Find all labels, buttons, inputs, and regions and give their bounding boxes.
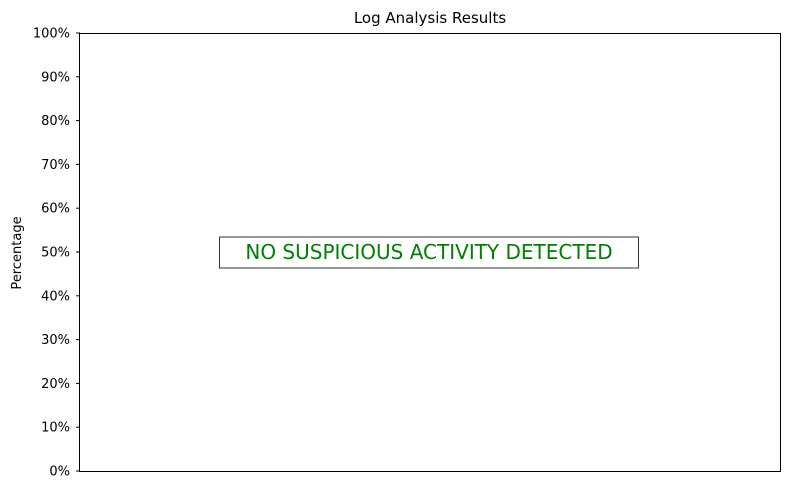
y-tick-label: 20% (41, 377, 70, 392)
y-tick-label: 70% (41, 158, 70, 173)
annotation-text: NO SUSPICIOUS ACTIVITY DETECTED (245, 240, 612, 264)
y-tick-label: 80% (41, 114, 70, 129)
chart-title: Log Analysis Results (354, 9, 506, 27)
y-axis-label-group: Percentage (10, 216, 25, 289)
plot-area-frame (79, 33, 781, 472)
y-tick-label: 10% (41, 421, 70, 436)
annotation-box-group: NO SUSPICIOUS ACTIVITY DETECTED (219, 236, 639, 269)
y-tick-label: 40% (41, 289, 70, 304)
y-axis-ticks: 0% 10% 20% 30% 40% 50% 60% 70% 80% 90% 100% (33, 27, 80, 480)
y-tick-label: 100% (33, 27, 70, 42)
y-tick-label: 60% (41, 202, 70, 217)
y-tick-label: 30% (41, 333, 70, 348)
y-tick-label: 90% (41, 70, 70, 85)
y-tick-label: 50% (41, 246, 70, 261)
annotation-box (219, 236, 639, 269)
y-axis-label: Percentage (10, 216, 25, 289)
y-tick-label: 0% (49, 465, 70, 480)
